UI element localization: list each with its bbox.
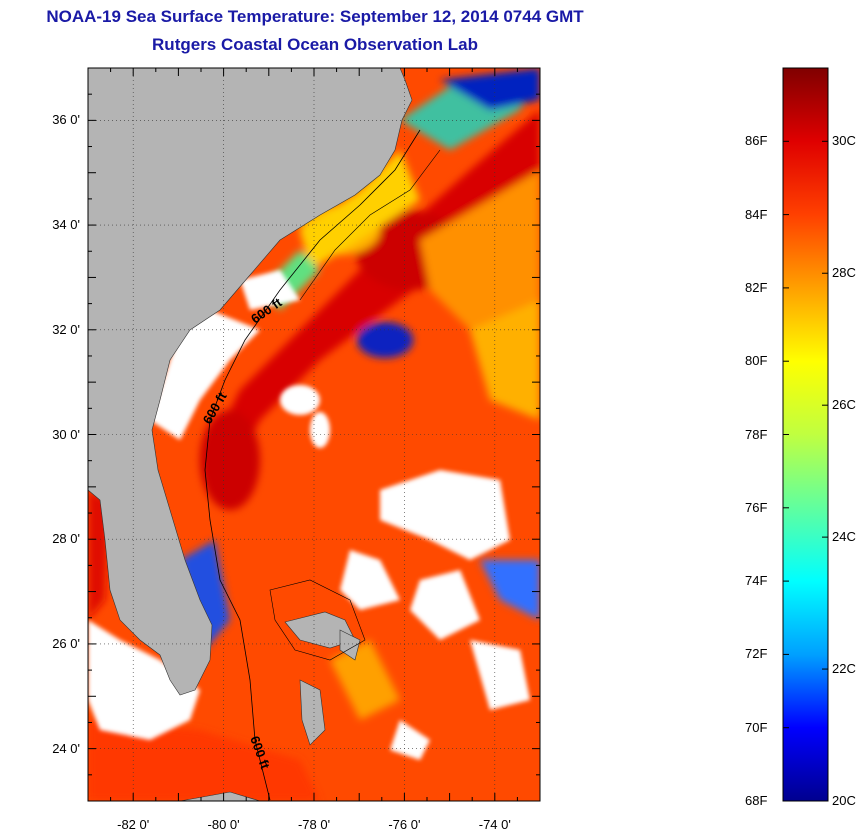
colorbar-f-label: 80F [745,353,768,369]
colorbar-c-label: 20C [832,793,856,808]
colorbar-c-label: 22C [832,661,856,677]
depth-contour [204,129,421,801]
colorbar-c-label: 26C [832,397,856,413]
map-title: NOAA-19 Sea Surface Temperature: Septemb… [46,7,584,26]
landmass [88,68,413,696]
lat-tick-label: 24 0' [52,740,80,756]
colorbar-f-label: 70F [745,719,768,735]
lat-tick-label: 32 0' [52,321,80,337]
colorbar-c-label: 28C [832,265,856,281]
colorbar [782,67,829,802]
lat-tick-label: 28 0' [52,531,80,547]
sst-field [88,68,540,801]
lon-tick-label: -74 0' [478,817,511,832]
lon-tick-label: -78 0' [297,817,331,832]
colorbar-f-label: 84F [745,206,768,222]
map-grid [88,68,540,801]
depth-contour [269,579,366,661]
lat-tick-label: 34 0' [52,217,80,233]
depth-contour [299,149,441,301]
colorbar-f-label: 74F [745,573,768,589]
lon-tick-label: -82 0' [117,817,150,832]
lon-tick-label: -76 0' [388,817,421,832]
map-subtitle: Rutgers Coastal Ocean Observation Lab [152,35,478,54]
landmass-cuba [179,791,261,801]
lat-tick-label: 26 0' [52,635,80,651]
colorbar-f-label: 72F [745,646,768,662]
colorbar-f-label: 68F [745,793,768,808]
colorbar-c-label: 24C [832,529,856,545]
colorbar-f-label: 78F [745,426,768,442]
colorbar-c-label: 30C [832,133,856,149]
colorbar-f-label: 76F [745,499,768,515]
bahamas-island [339,629,361,661]
colorbar-f-label: 82F [745,279,768,295]
lat-tick-label: 36 0' [52,112,80,128]
colorbar-f-label: 86F [745,133,768,149]
bahamas-island [299,679,326,746]
lat-tick-label: 30 0' [52,426,80,442]
lon-tick-label: -80 0' [207,817,240,832]
